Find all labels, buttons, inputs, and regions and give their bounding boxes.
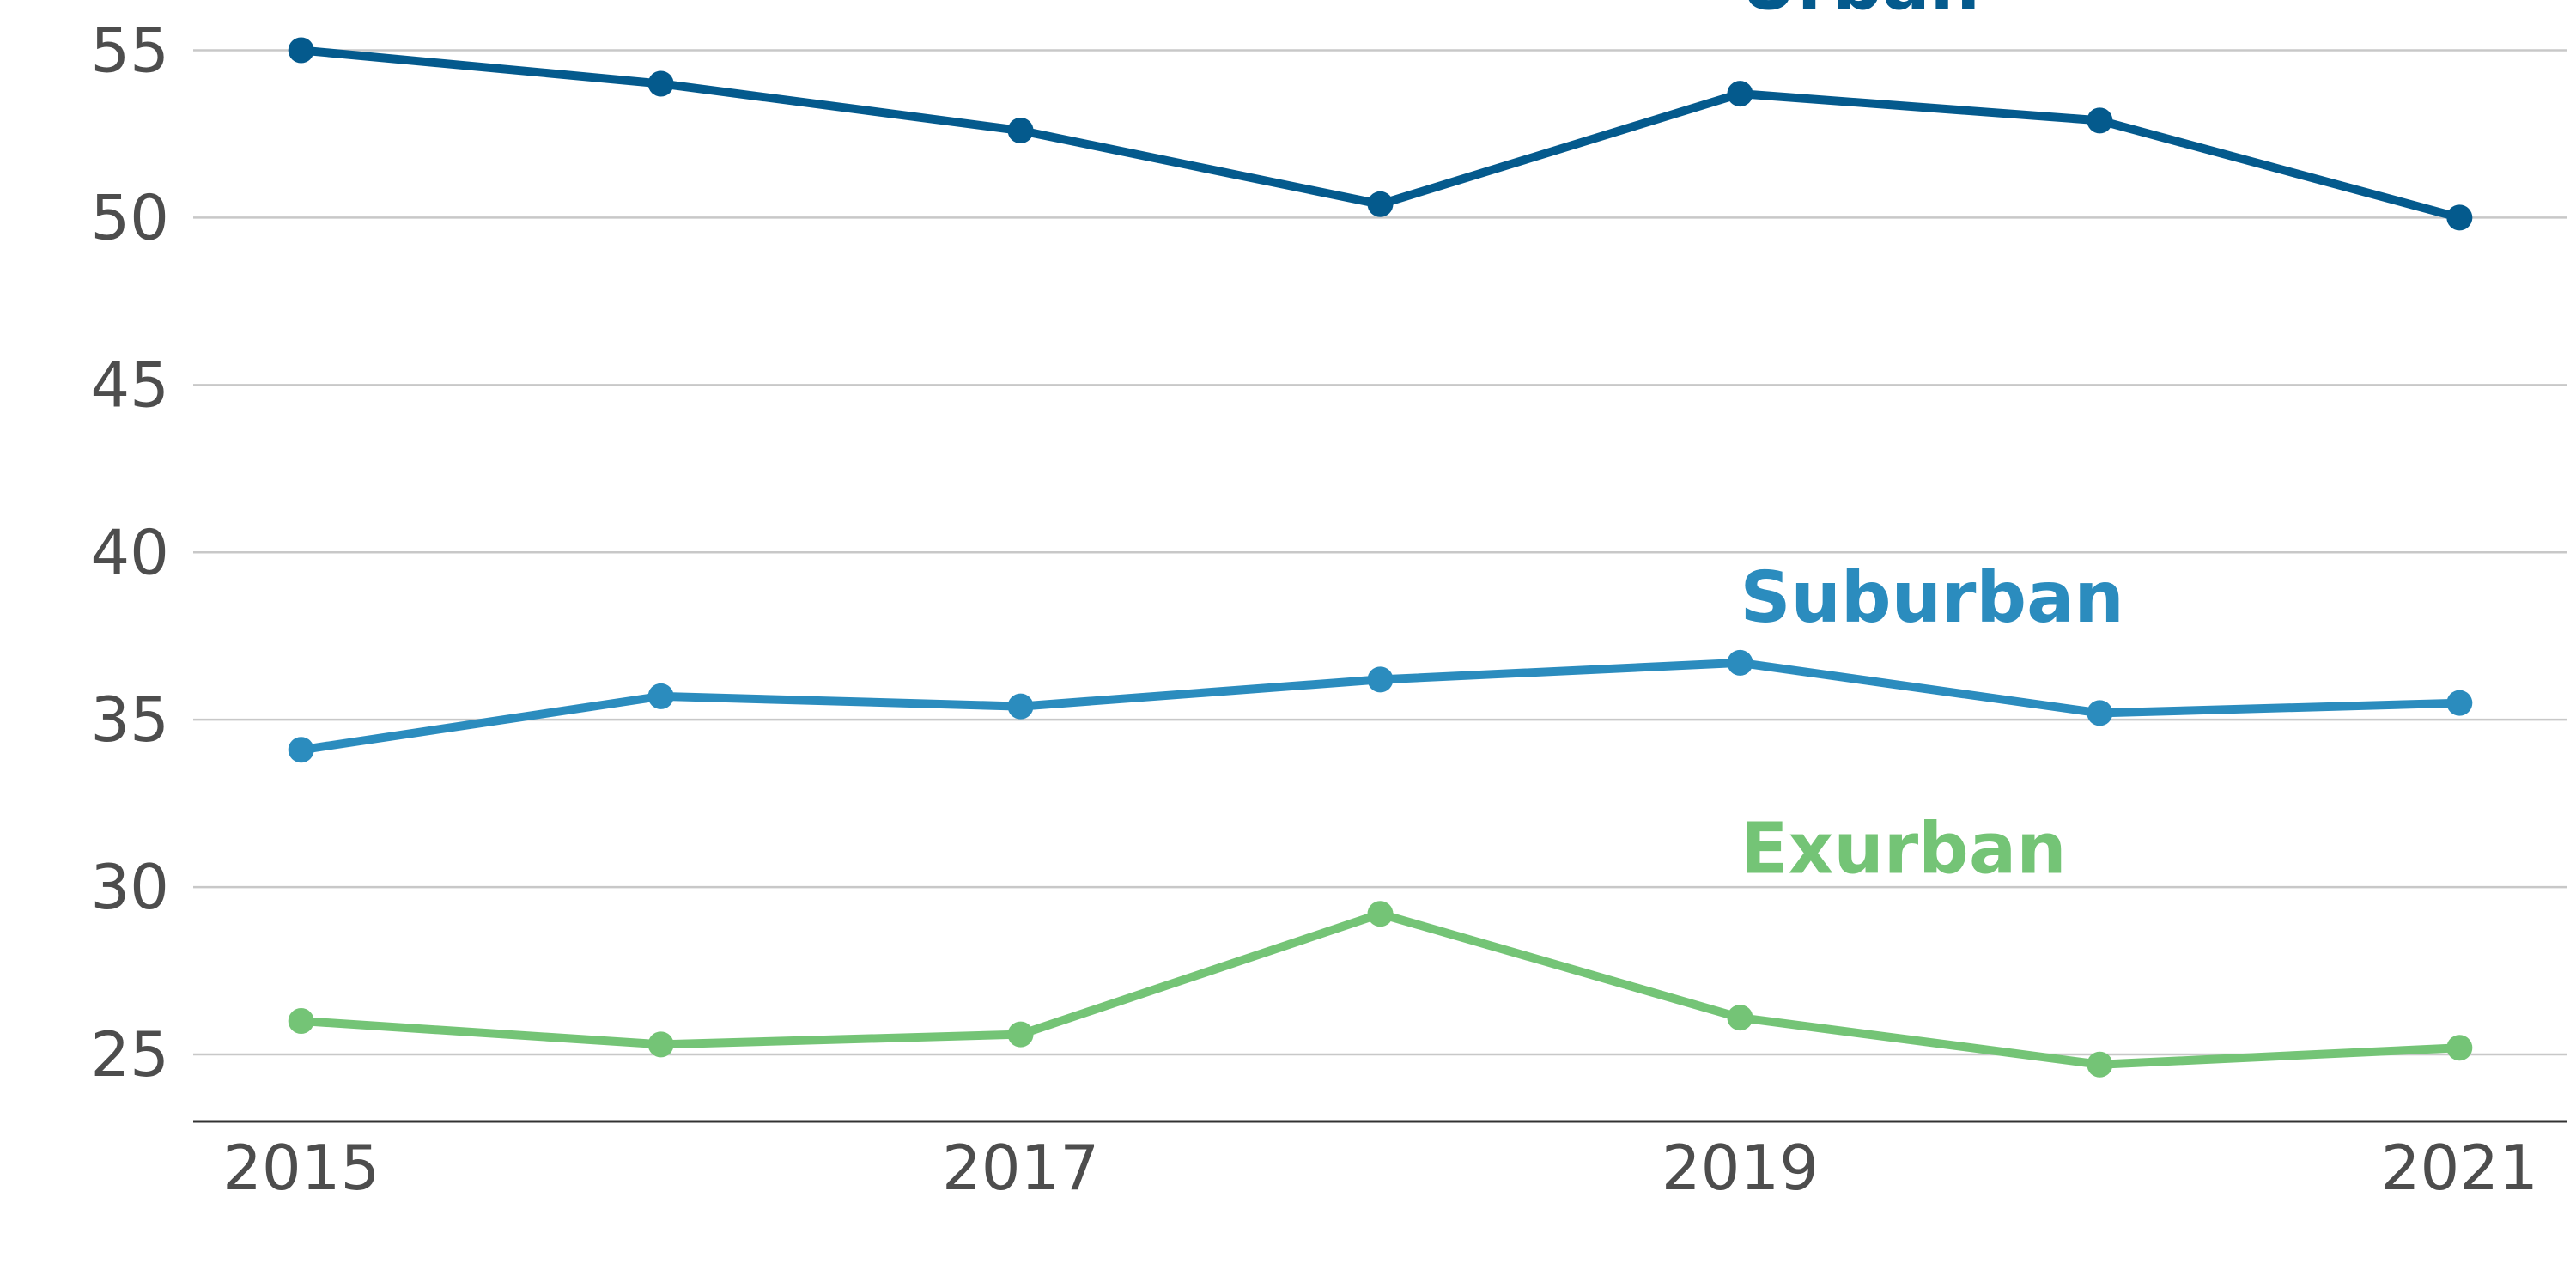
x-tick-label: 2015	[222, 1132, 380, 1204]
grid-layer	[193, 49, 2567, 1056]
x-tick-label: 2017	[942, 1132, 1099, 1204]
data-point	[1007, 693, 1034, 720]
data-point	[1007, 118, 1034, 144]
y-tick-label: 45	[90, 349, 169, 421]
series-label: Urban	[1740, 0, 1979, 26]
data-point	[1367, 901, 1394, 927]
y-tick-label: 55	[90, 14, 169, 86]
data-point	[288, 737, 314, 763]
y-tick-label: 35	[90, 683, 169, 756]
series-line	[296, 909, 2464, 1069]
y-tick-label: 40	[90, 516, 169, 588]
data-point	[2446, 690, 2473, 716]
data-point	[1007, 1021, 1034, 1048]
data-point	[2087, 700, 2113, 726]
series-layer	[288, 37, 2473, 1078]
y-tick-label: 25	[90, 1018, 169, 1091]
data-point	[1367, 666, 1394, 693]
series-label: Suburban	[1740, 557, 2123, 639]
data-point	[2446, 204, 2473, 231]
data-point	[2087, 107, 2113, 134]
data-point	[647, 683, 674, 709]
data-point	[1727, 1005, 1753, 1031]
data-point	[647, 1031, 674, 1058]
data-point	[1727, 81, 1753, 107]
y-tick-label: 50	[90, 181, 169, 253]
data-point	[288, 1008, 314, 1035]
data-point	[2087, 1051, 2113, 1078]
series-label: Exurban	[1740, 808, 2066, 890]
data-point	[2446, 1035, 2473, 1061]
data-point	[647, 70, 674, 97]
y-tick-label: 30	[90, 851, 169, 923]
label-layer: Urban Suburban Exurban	[1740, 0, 2123, 890]
series-urban	[288, 37, 2473, 231]
series-exurban	[288, 901, 2473, 1078]
data-point	[1727, 649, 1753, 676]
series-suburban	[288, 649, 2473, 763]
x-tick-label: 2021	[2381, 1132, 2538, 1204]
data-point	[1367, 191, 1394, 217]
data-point	[288, 37, 314, 64]
axis-layer: 25 30 35 40 45 50 55 2015 2017 2019 2021	[90, 14, 2567, 1204]
x-tick-label: 2019	[1662, 1132, 1819, 1204]
